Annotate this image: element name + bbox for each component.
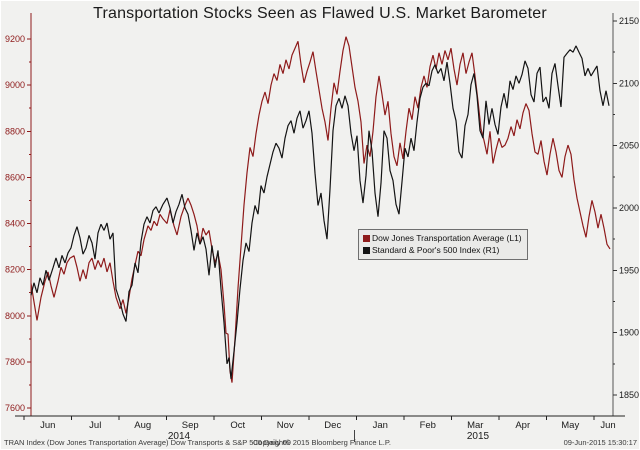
- svg-text:Sep: Sep: [182, 420, 199, 431]
- svg-text:9200: 9200: [5, 34, 25, 44]
- legend-label-spx: Standard & Poor's 500 Index (R1): [372, 245, 500, 255]
- svg-text:1900: 1900: [619, 328, 639, 338]
- svg-text:8800: 8800: [5, 126, 25, 136]
- svg-text:8400: 8400: [5, 219, 25, 229]
- svg-text:2150: 2150: [619, 16, 639, 26]
- right-axis: 2150 2100 2050 2000 1950 1900 1850: [612, 13, 639, 416]
- x-axis: Jun Jul Aug Sep Oct Nov Dec Jan Feb Mar Apr May Jun 2…: [15, 415, 625, 442]
- legend: Dow Jones Transportation Average (L1) St…: [358, 229, 528, 260]
- svg-text:May: May: [561, 420, 579, 431]
- svg-text:Nov: Nov: [277, 420, 294, 431]
- svg-text:2015: 2015: [467, 431, 490, 442]
- footer-timestamp: 09-Jun-2015 15:30:17: [563, 438, 637, 447]
- svg-text:9000: 9000: [5, 80, 25, 90]
- legend-swatch-spx: [363, 247, 370, 254]
- svg-text:Jun: Jun: [600, 420, 615, 431]
- svg-text:7600: 7600: [5, 403, 25, 413]
- svg-text:Oct: Oct: [230, 420, 245, 431]
- svg-text:Jul: Jul: [89, 420, 101, 431]
- svg-text:7800: 7800: [5, 357, 25, 367]
- svg-text:8600: 8600: [5, 172, 25, 182]
- footer-ticker-info: TRAN Index (Dow Jones Transportation Ave…: [4, 438, 291, 447]
- svg-text:2014: 2014: [168, 431, 191, 442]
- svg-text:2000: 2000: [619, 203, 639, 213]
- svg-text:Apr: Apr: [515, 420, 530, 431]
- svg-text:2100: 2100: [619, 78, 639, 88]
- svg-text:1850: 1850: [619, 390, 639, 400]
- chart-title: Transportation Stocks Seen as Flawed U.S…: [93, 5, 547, 22]
- svg-text:1950: 1950: [619, 265, 639, 275]
- legend-label-tran: Dow Jones Transportation Average (L1): [372, 233, 522, 243]
- svg-text:Jun: Jun: [40, 420, 55, 431]
- legend-item-tran: Dow Jones Transportation Average (L1): [363, 232, 522, 244]
- svg-text:8000: 8000: [5, 311, 25, 321]
- svg-text:Mar: Mar: [467, 420, 483, 431]
- svg-text:8200: 8200: [5, 265, 25, 275]
- svg-text:2050: 2050: [619, 141, 639, 151]
- series-line-spx: [30, 45, 610, 379]
- series-lines: [30, 36, 611, 383]
- left-axis: 9200 9000 8800 8600 8400 8200 8000 7800 7600: [5, 13, 32, 416]
- svg-text:Dec: Dec: [324, 420, 341, 431]
- svg-text:Feb: Feb: [420, 420, 436, 431]
- svg-text:Jan: Jan: [373, 420, 388, 431]
- legend-swatch-tran: [363, 235, 370, 242]
- footer-copyright: Copyright© 2015 Bloomberg Finance L.P.: [253, 438, 391, 447]
- series-line-tran: [30, 36, 611, 383]
- legend-item-spx: Standard & Poor's 500 Index (R1): [363, 244, 522, 256]
- svg-text:Aug: Aug: [134, 420, 151, 431]
